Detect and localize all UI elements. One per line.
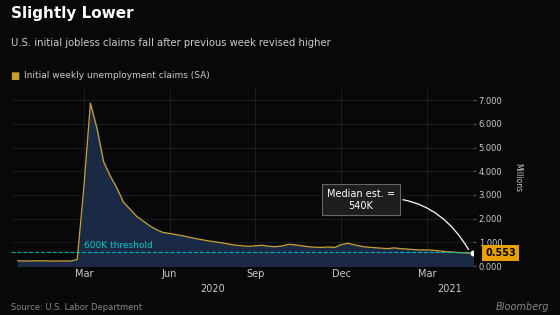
Text: 600K threshold: 600K threshold bbox=[84, 241, 152, 250]
Text: Source: U.S. Labor Department: Source: U.S. Labor Department bbox=[11, 303, 142, 312]
Text: Initial weekly unemployment claims (SA): Initial weekly unemployment claims (SA) bbox=[24, 71, 209, 80]
Text: 2021: 2021 bbox=[438, 284, 463, 294]
Text: ■: ■ bbox=[11, 71, 24, 81]
Point bbox=[469, 250, 478, 255]
Text: 0.553: 0.553 bbox=[485, 248, 516, 258]
Y-axis label: Millions: Millions bbox=[513, 163, 522, 192]
Text: Bloomberg: Bloomberg bbox=[495, 302, 549, 312]
Text: Median est. =
540K: Median est. = 540K bbox=[327, 189, 469, 249]
Text: 2020: 2020 bbox=[200, 284, 225, 294]
Text: Slightly Lower: Slightly Lower bbox=[11, 6, 134, 21]
Text: U.S. initial jobless claims fall after previous week revised higher: U.S. initial jobless claims fall after p… bbox=[11, 38, 331, 48]
